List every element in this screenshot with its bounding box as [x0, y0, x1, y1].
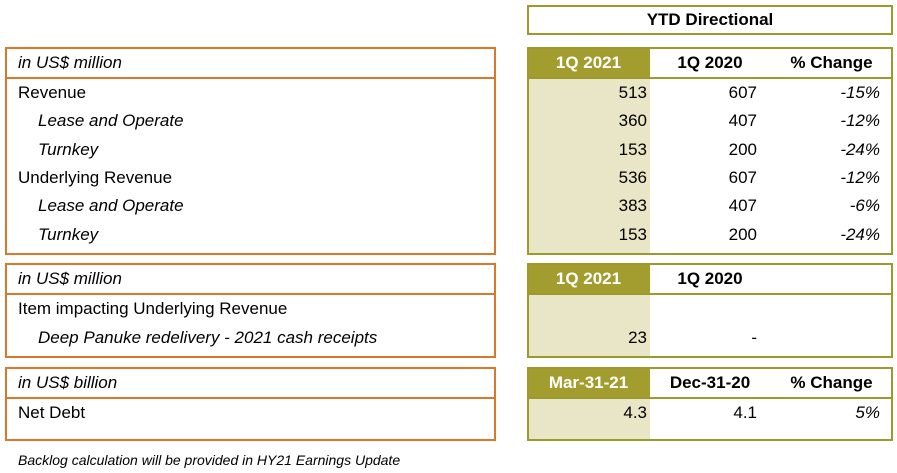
cell-value: 536	[618, 167, 647, 187]
header-highlight	[527, 47, 650, 79]
cell-value: 407	[728, 196, 757, 216]
cell-value: 607	[728, 167, 757, 187]
cell-value: 383	[618, 196, 647, 216]
cell-value: 200	[728, 139, 757, 159]
cell-value: 607	[728, 83, 757, 102]
cell-value: -15%	[840, 83, 880, 102]
cell-value: 23	[628, 327, 647, 347]
cell-value: -6%	[849, 196, 880, 216]
value-body-box	[527, 77, 893, 255]
cell-value: 153	[618, 139, 647, 159]
row-label: Item impacting Underlying Revenue	[18, 299, 288, 318]
cell-value: -	[751, 327, 757, 347]
cell-value: 200	[728, 224, 757, 244]
row-label: Deep Panuke redelivery - 2021 cash recei…	[38, 327, 378, 347]
row-label: Turnkey	[38, 224, 99, 244]
column-highlight	[527, 397, 650, 441]
cell-value: -24%	[840, 139, 880, 159]
title-box	[527, 5, 893, 35]
header-highlight	[527, 263, 650, 295]
header-highlight	[527, 367, 650, 399]
row-label: Net Debt	[18, 403, 86, 422]
cell-value: -12%	[840, 111, 880, 131]
row-label: Lease and Operate	[38, 196, 184, 216]
cell-value: 4.1	[733, 403, 757, 422]
unit-label: in US$ million	[18, 269, 122, 288]
unit-label: in US$ million	[18, 53, 122, 72]
row-label: Turnkey	[38, 139, 99, 159]
cell-value: 5%	[855, 403, 880, 422]
column-header: % Change	[790, 373, 873, 392]
label-body-box	[5, 293, 496, 358]
row-label: Lease and Operate	[38, 111, 184, 131]
cell-value: 513	[618, 83, 647, 102]
column-header: 1Q 2021	[555, 269, 622, 288]
value-body-box	[527, 397, 893, 441]
value-body-box	[527, 293, 893, 358]
column-header: Dec-31-20	[669, 373, 751, 392]
cell-value: 407	[728, 111, 757, 131]
column-header: 1Q 2021	[555, 53, 622, 72]
cell-value: -24%	[840, 224, 880, 244]
column-header: 1Q 2020	[677, 53, 743, 72]
title: YTD Directional	[646, 10, 774, 29]
label-body-box	[5, 77, 496, 255]
cell-value: -12%	[840, 167, 880, 187]
footnote: Backlog calculation will be provided in …	[18, 452, 401, 468]
unit-label: in US$ billion	[18, 373, 118, 392]
column-header: 1Q 2020	[677, 269, 743, 288]
cell-value: 153	[618, 224, 647, 244]
column-header: Mar-31-21	[548, 373, 629, 392]
column-highlight	[527, 293, 650, 358]
cell-value: 360	[618, 111, 647, 131]
column-header: % Change	[790, 53, 873, 72]
cell-value: 4.3	[623, 403, 647, 422]
label-body-box	[5, 397, 496, 441]
column-highlight	[527, 77, 650, 255]
row-label: Underlying Revenue	[18, 167, 173, 187]
row-label: Revenue	[18, 83, 87, 102]
